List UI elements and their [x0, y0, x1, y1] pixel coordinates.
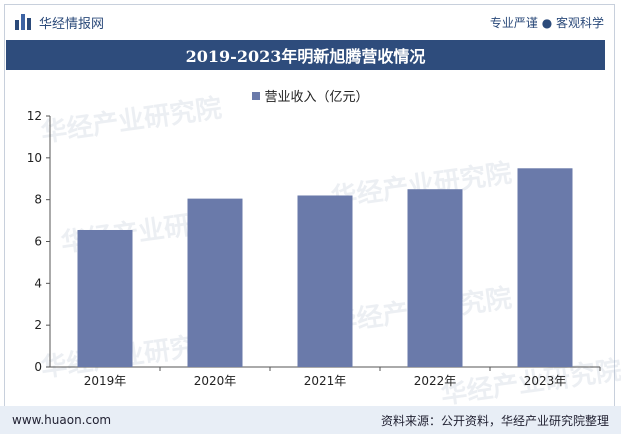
brand: 华经情报网	[15, 13, 104, 32]
x-tick-label: 2022年	[414, 374, 457, 388]
chart-title: 2019-2023年明新旭腾营收情况	[6, 40, 605, 70]
y-tick-label: 12	[27, 109, 42, 123]
y-tick-label: 2	[34, 318, 42, 332]
y-tick-label: 4	[34, 276, 42, 290]
brand-name: 华经情报网	[39, 16, 105, 32]
legend-label: 营业收入（亿元）	[264, 90, 369, 105]
legend-swatch	[252, 91, 261, 100]
bar	[187, 198, 243, 367]
bar	[77, 229, 133, 367]
website-link[interactable]: www.huaon.com	[12, 413, 112, 427]
bar-logo-icon	[15, 14, 33, 30]
bar	[517, 168, 573, 367]
y-tick-label: 8	[34, 193, 42, 207]
source-note: 资料来源：公开资料，华经产业研究院整理	[380, 413, 609, 428]
x-tick-label: 2020年	[194, 374, 237, 388]
y-tick-label: 10	[27, 151, 42, 165]
top-bar: 华经情报网 专业严谨 ● 客观科学	[5, 5, 614, 39]
slogan: 专业严谨 ● 客观科学	[489, 15, 604, 30]
x-tick-label: 2019年	[84, 374, 127, 388]
x-tick-label: 2021年	[304, 374, 347, 388]
footer: www.huaon.com 资料来源：公开资料，华经产业研究院整理	[0, 406, 621, 434]
bar	[297, 195, 353, 367]
y-tick-label: 0	[34, 360, 42, 374]
legend: 营业收入（亿元）	[0, 86, 621, 105]
x-tick-label: 2023年	[524, 374, 567, 388]
y-tick-label: 6	[34, 235, 42, 249]
bar	[407, 189, 463, 367]
